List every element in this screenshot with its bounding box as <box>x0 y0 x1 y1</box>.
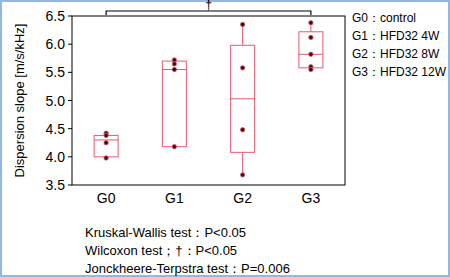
plot-marks <box>94 21 323 178</box>
legend-entry: G1：HFD32 4W <box>352 29 440 43</box>
data-point <box>240 173 244 177</box>
stat-note: Jonckheere-Terpstra test：P=0.006 <box>85 261 290 276</box>
y-tick <box>68 72 72 73</box>
chart: 3.5 4.0 4.5 5.0 5.5 6.0 6.5 Dispersion slope [m… <box>0 0 450 277</box>
y-tick <box>68 16 72 17</box>
x-tick-label: G0 <box>97 190 116 206</box>
y-axis-label: Dispersion slope [m/s/kHz] <box>12 24 27 178</box>
y-tick-label: 4.0 <box>46 149 66 165</box>
data-point <box>309 67 313 71</box>
data-point <box>104 156 108 160</box>
y-tick <box>68 128 72 129</box>
plot-frame <box>72 16 345 185</box>
data-point <box>240 128 244 132</box>
x-tick-label: G1 <box>165 190 184 206</box>
box <box>94 135 118 156</box>
outer-border <box>1 1 449 276</box>
y-tick <box>68 44 72 45</box>
box <box>162 61 186 147</box>
x-tick-label: G2 <box>233 190 252 206</box>
upper-whisker <box>242 24 243 45</box>
y-tick <box>68 156 72 157</box>
box <box>231 45 255 152</box>
data-point <box>104 133 108 137</box>
stat-note: Kruskal-Wallis test：P<0.05 <box>85 225 246 240</box>
y-tick-label: 3.5 <box>46 177 66 193</box>
data-point <box>240 66 244 70</box>
data-point <box>240 22 244 26</box>
bracket-label: † <box>205 0 212 12</box>
legend-entry: G2：HFD32 8W <box>352 47 440 61</box>
y-tick <box>68 100 72 101</box>
stat-note: Wilcoxon test；†：P<0.05 <box>85 243 237 258</box>
legend-entry: G3：HFD32 12W <box>352 65 447 79</box>
data-point <box>309 21 313 25</box>
data-point <box>309 52 313 56</box>
median <box>231 98 255 99</box>
data-point <box>172 67 176 71</box>
chart-wrap: 3.5 4.0 4.5 5.0 5.5 6.0 6.5 Dispersion slope [m… <box>0 0 450 277</box>
legend-entry: G0：control <box>352 11 416 25</box>
y-tick-label: 6.5 <box>46 8 66 24</box>
y-tick-label: 5.0 <box>46 93 66 109</box>
y-tick-label: 4.5 <box>46 121 66 137</box>
data-point <box>172 62 176 66</box>
lower-whisker <box>242 152 243 175</box>
data-point <box>172 144 176 148</box>
y-tick-label: 6.0 <box>46 36 66 52</box>
y-tick-label: 5.5 <box>46 64 66 80</box>
data-point <box>104 141 108 145</box>
x-tick-label: G3 <box>302 190 321 206</box>
y-tick <box>68 185 72 186</box>
box <box>299 32 323 68</box>
data-point <box>309 35 313 39</box>
